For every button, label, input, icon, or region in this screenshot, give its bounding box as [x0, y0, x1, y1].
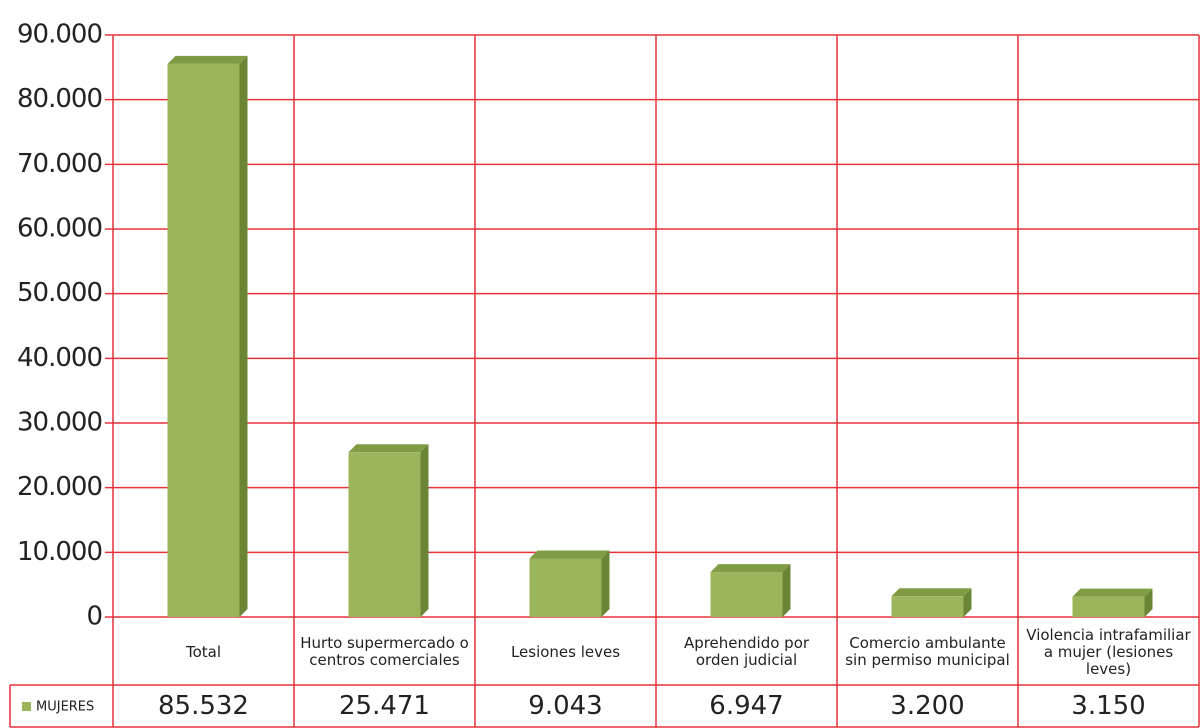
value-label: 3.150 — [1071, 691, 1146, 721]
bar-side — [239, 55, 248, 617]
value-label: 3.200 — [890, 691, 965, 721]
bar-top — [167, 55, 248, 64]
x-tick-label: Hurto supermercado o centros comerciales — [300, 634, 469, 669]
bar-top — [529, 550, 610, 559]
y-tick-label: 0 — [86, 602, 102, 632]
bar — [529, 558, 602, 617]
bar-side — [1144, 588, 1153, 617]
y-tick-label: 60.000 — [17, 214, 102, 244]
bar — [891, 596, 964, 617]
bar-side — [420, 444, 429, 617]
value-label: 25.471 — [339, 691, 430, 721]
legend-label: MUJERES — [36, 700, 94, 715]
x-tick-label: Comercio ambulante sin permiso municipal — [845, 634, 1010, 669]
x-tick-label: Violencia intrafamiliar a mujer (lesione… — [1026, 625, 1191, 678]
value-label: 9.043 — [528, 691, 603, 721]
x-tick-label: Lesiones leves — [510, 642, 621, 661]
bar-top — [891, 588, 972, 597]
y-tick-label: 70.000 — [17, 149, 102, 179]
legend-swatch — [22, 702, 31, 711]
x-tick-label: Aprehendido por orden judicial — [683, 634, 810, 669]
bar-side — [782, 564, 791, 617]
bar — [167, 63, 240, 617]
bar-side — [963, 588, 972, 617]
bar-top — [710, 564, 791, 573]
bar — [1072, 596, 1145, 617]
bar — [348, 452, 421, 617]
bar-top — [1072, 588, 1153, 597]
bar-side — [601, 550, 610, 617]
y-tick-label: 30.000 — [17, 408, 102, 438]
value-label: 85.532 — [158, 691, 249, 721]
y-tick-label: 50.000 — [17, 278, 102, 308]
y-tick-label: 10.000 — [17, 537, 102, 567]
bar-top — [348, 444, 429, 453]
value-label: 6.947 — [709, 691, 784, 721]
y-tick-label: 80.000 — [17, 84, 102, 114]
bar — [710, 572, 783, 617]
y-tick-label: 90.000 — [17, 20, 102, 50]
y-tick-label: 40.000 — [17, 343, 102, 373]
y-tick-label: 20.000 — [17, 472, 102, 502]
x-tick-label: Total — [185, 642, 222, 661]
